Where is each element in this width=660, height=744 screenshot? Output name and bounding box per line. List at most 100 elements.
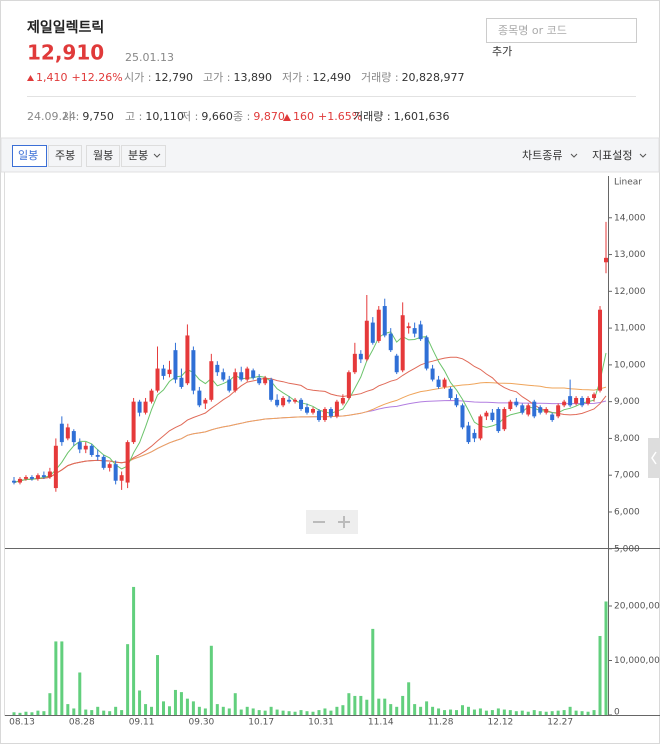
candle-body [107,464,112,468]
volume-bar [550,711,554,715]
candle-body [520,405,525,413]
candle-body [550,414,555,421]
chevron[interactable] [570,153,578,158]
volume-bar [263,710,267,715]
chevron[interactable] [153,153,161,158]
x-tick-label: 12.27 [547,718,573,728]
candle-body [502,409,507,430]
candle-body [197,390,202,406]
add-button[interactable]: 추가 [492,45,512,58]
field-value: 20,828,977 [402,71,465,84]
candle-body [604,257,608,263]
field: 거래량 :20,828,977 [361,71,465,84]
volume-bar [466,706,470,715]
candle-body [41,475,46,478]
volume-bar [173,689,177,715]
tab-box[interactable] [48,145,82,167]
candle-body [173,350,178,380]
x-tick-label: 08.28 [69,718,95,728]
volume-bar [114,706,118,715]
x-tick-label: 12.12 [488,718,514,728]
candle-body [233,372,238,391]
stock-name: 제일일렉트릭 [27,19,104,36]
search-placeholder[interactable]: 종목명 or 코드 [498,24,567,37]
volume-bar [54,641,58,715]
side-arrow[interactable] [651,451,657,465]
candle-body [484,412,489,417]
candle-body [209,361,214,400]
volume-bar [293,711,297,715]
y-tick-label: 5,000 [614,544,640,554]
candle-body [305,407,310,413]
candle-body [179,377,184,387]
y2-tick-label: 0 [614,708,620,718]
candle-body [83,445,88,450]
volume-bar [431,706,435,715]
candle-body [562,401,567,406]
volume-bar [66,704,70,715]
candle-body [185,335,190,384]
candle-body [143,401,148,413]
search-box[interactable] [486,18,637,43]
volume-bar [568,706,572,715]
field-value: 13,890 [233,71,272,84]
volume-bar [490,710,494,715]
tab[interactable]: 주봉 [55,149,75,162]
volume-bar [167,706,171,715]
tab[interactable]: 분봉 [128,149,148,162]
candle-body [388,333,393,351]
tab-selected[interactable] [12,145,47,167]
volume-bar [197,706,201,715]
volume-bar [156,655,160,715]
volume-bar [443,710,447,715]
tab-box[interactable] [86,145,120,167]
tab-menu[interactable]: 지표설정 [592,149,632,162]
x-tick-label: 09.11 [129,718,155,728]
candle-body [442,379,447,387]
volume-bar [36,710,40,715]
tab-menu[interactable]: 차트종류 [522,149,562,162]
volume-bar [150,706,154,715]
volume-bar [209,645,213,715]
volume-bar [120,710,124,715]
y-tick-label: 8,000 [614,434,640,444]
tab-box[interactable] [121,145,166,167]
tab[interactable]: 월봉 [93,149,113,162]
zoom-in[interactable] [338,516,350,528]
volume-bar [419,706,423,715]
y-tick-label: 14,000 [614,213,646,223]
volume-bar [353,695,357,715]
field-label: 저가 : [282,71,309,84]
chevron[interactable] [639,153,647,158]
field-value: 12,490 [312,71,351,84]
candle-body [322,409,327,421]
candle-body [257,377,262,384]
volume-bar [299,710,303,715]
field: 고 :10,110 [125,110,184,123]
field-value: 12,790 [154,71,193,84]
tab[interactable]: 일봉 [18,148,38,162]
candle-body [424,337,429,369]
volume-bar [455,710,459,715]
field-label: 시가 : [124,71,151,84]
candle-body [490,412,495,421]
candle-body [508,401,513,410]
candle-body [239,372,244,380]
volume-bar [257,710,261,715]
volume-bar [329,710,333,715]
side-handle[interactable] [648,438,660,478]
volume-bar [401,695,405,715]
candle-body [12,480,16,483]
candle-body [287,399,292,402]
volume-bar [48,693,52,715]
candle-body [29,477,34,479]
y2-tick-label: 20,000,000 [614,602,660,612]
volume-bar [227,708,231,715]
field: 저가 :12,490 [282,71,351,84]
field: 고가 :13,890 [203,71,272,84]
volume-bar [144,704,148,715]
volume-bar [377,698,381,715]
candle-body [77,442,82,450]
candle-body [101,456,106,468]
